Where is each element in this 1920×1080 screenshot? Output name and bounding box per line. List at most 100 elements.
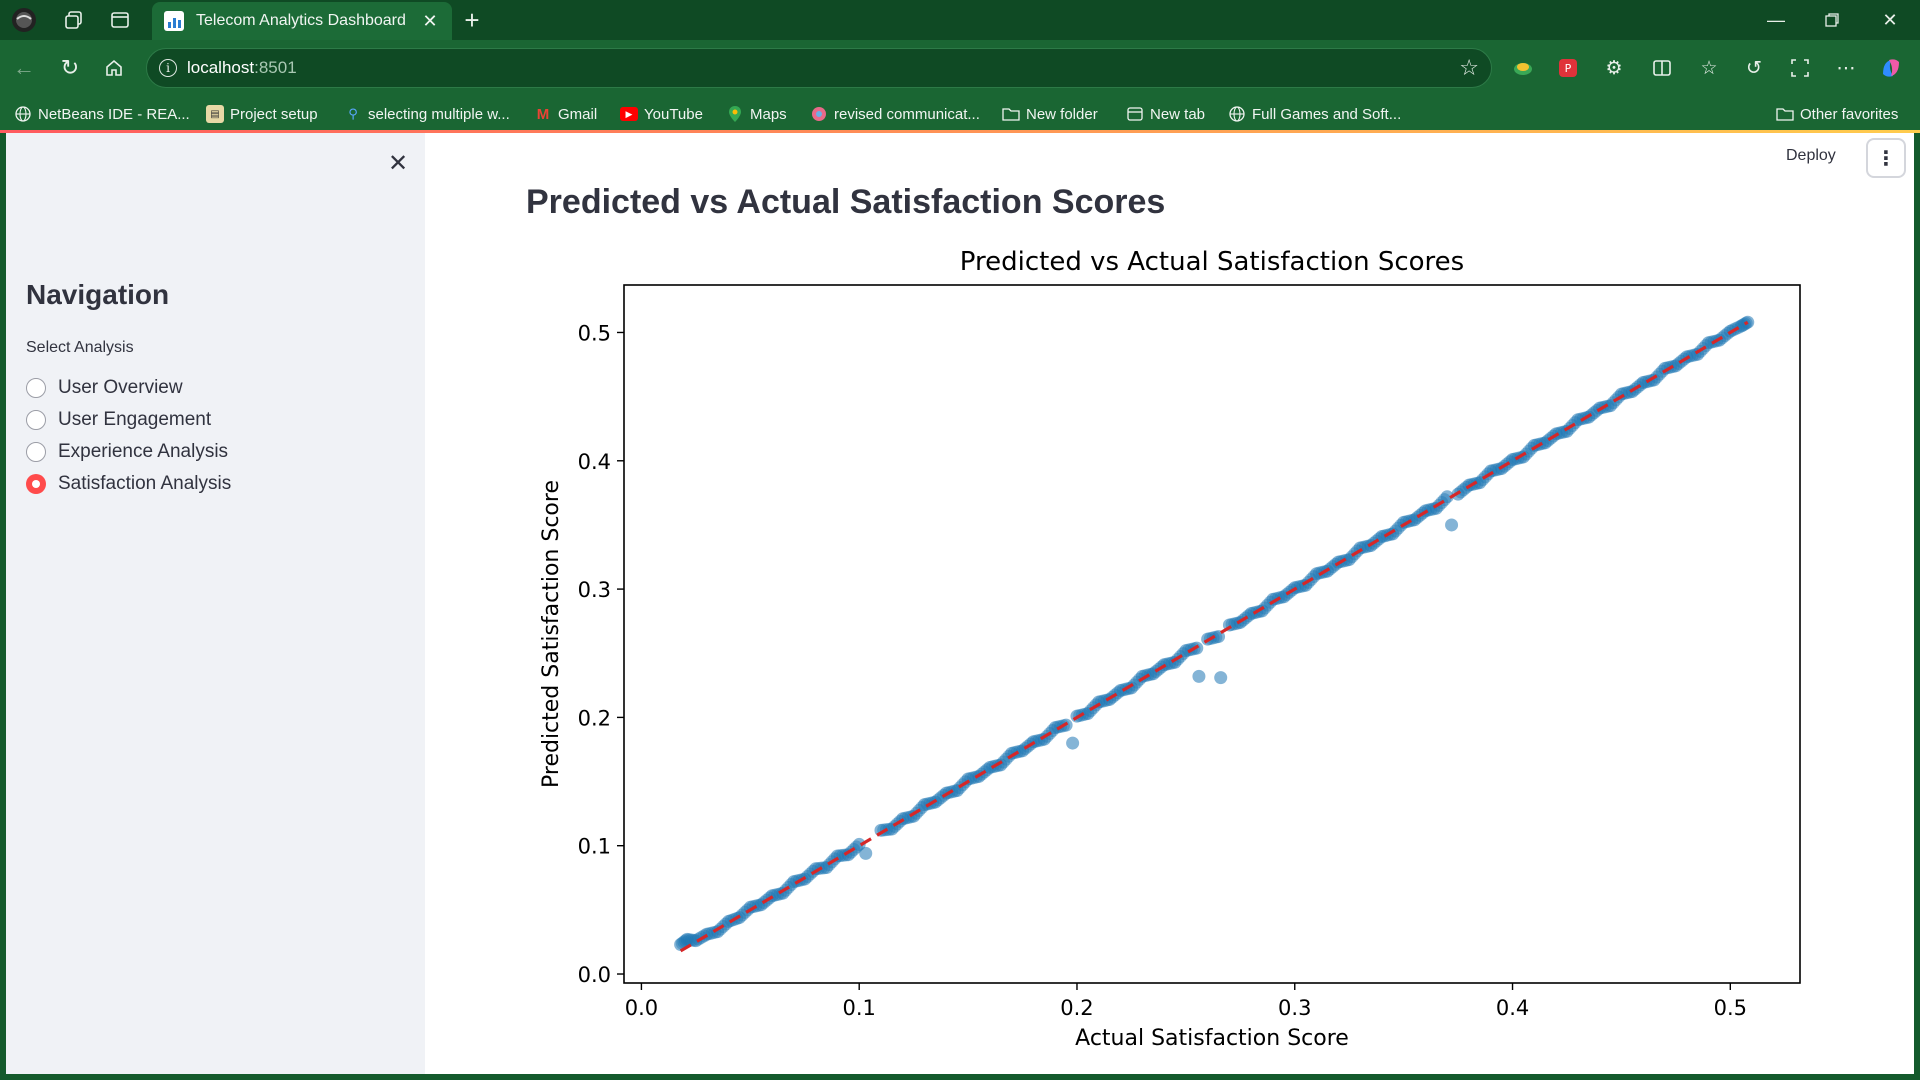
data-point <box>1527 438 1541 452</box>
bookmark-full-games[interactable]: Full Games and Soft... <box>1228 103 1401 125</box>
address-bar[interactable]: i localhost:8501 ☆ <box>146 48 1492 88</box>
close-sidebar-icon[interactable]: ✕ <box>387 149 409 177</box>
bookmark-new-folder[interactable]: New folder <box>1002 103 1098 125</box>
data-point <box>1669 359 1683 373</box>
x-axis-label: Actual Satisfaction Score <box>1075 1026 1349 1051</box>
bookmark-netbeans[interactable]: NetBeans IDE - REA... <box>14 103 190 125</box>
history-icon[interactable]: ↺ <box>1746 57 1762 79</box>
bookmark-other-favorites[interactable]: Other favorites <box>1776 103 1898 125</box>
site-info-icon[interactable]: i <box>159 59 177 77</box>
web-icon <box>810 105 828 123</box>
reference-line <box>679 320 1749 953</box>
bookmark-label: Gmail <box>558 105 598 123</box>
extensions-puzzle-icon[interactable]: ⚙ <box>1605 57 1623 79</box>
favorites-icon[interactable]: ☆ <box>1700 57 1718 79</box>
streamlit-app: ✕ Navigation Select Analysis User Overvi… <box>6 133 1914 1074</box>
page-title: Predicted vs Actual Satisfaction Scores <box>526 183 1166 221</box>
screenshot-icon[interactable] <box>1785 53 1815 83</box>
y-tick-label: 0.1 <box>578 835 611 859</box>
radio-experience-analysis[interactable]: Experience Analysis <box>26 439 228 465</box>
radio-user-engagement[interactable]: User Engagement <box>26 407 211 433</box>
y-axis-label: Predicted Satisfaction Score <box>539 480 564 788</box>
radio-label: Satisfaction Analysis <box>58 473 232 494</box>
data-point <box>722 914 736 928</box>
more-menu-icon[interactable]: ⋯ <box>1836 57 1856 79</box>
data-point <box>1445 518 1459 532</box>
chart-favicon-icon <box>164 11 184 31</box>
bookmark-label: Maps <box>750 105 787 123</box>
bookmark-label: YouTube <box>644 105 703 123</box>
x-tick-label: 0.3 <box>1278 996 1311 1020</box>
data-point <box>852 837 866 851</box>
copilot-icon[interactable] <box>1876 53 1906 83</box>
maps-icon <box>726 105 744 123</box>
extension-chameleon-icon[interactable] <box>1508 53 1538 83</box>
radio-selected-icon[interactable] <box>26 474 46 494</box>
bookmark-maps[interactable]: Maps <box>726 103 787 125</box>
data-point-fill <box>1258 601 1272 615</box>
close-tab-icon[interactable]: ✕ <box>422 10 438 31</box>
x-tick-label: 0.1 <box>842 996 875 1020</box>
radio-circle-icon[interactable] <box>26 442 46 462</box>
sidebar-heading: Navigation <box>26 279 170 310</box>
minimize-icon[interactable]: — <box>1767 9 1785 30</box>
deploy-button[interactable]: Deploy <box>1786 147 1836 164</box>
radio-circle-icon[interactable] <box>26 410 46 430</box>
data-point <box>787 875 801 889</box>
browser-tab-bar: Telecom Analytics Dashboard ✕ + — ✕ <box>0 0 1920 40</box>
bookmark-label: New folder <box>1026 105 1098 123</box>
gmail-icon: M <box>536 105 550 123</box>
data-point <box>994 758 1008 772</box>
data-point-fill <box>996 755 1010 769</box>
chart-title: Predicted vs Actual Satisfaction Scores <box>960 247 1464 277</box>
radio-circle-icon[interactable] <box>26 378 46 398</box>
y-tick-label: 0.2 <box>578 706 611 730</box>
split-screen-icon[interactable] <box>1647 53 1677 83</box>
bookmark-revised-communication[interactable]: revised communicat... <box>810 103 980 125</box>
new-tab-icon[interactable]: + <box>464 4 480 35</box>
bookmark-youtube[interactable]: ▶ YouTube <box>620 103 703 125</box>
globe-icon <box>1228 105 1246 123</box>
radio-user-overview[interactable]: User Overview <box>26 375 183 401</box>
data-point <box>1375 529 1389 543</box>
bookmarks-bar: NetBeans IDE - REA... ▤ Project setup ⚲ se… <box>0 96 1920 132</box>
data-point <box>1647 373 1661 387</box>
favorite-star-icon[interactable]: ☆ <box>1459 55 1479 80</box>
home-icon[interactable] <box>98 52 130 84</box>
bookmark-project-setup[interactable]: ▤ Project setup <box>206 103 318 125</box>
tab-actions-icon[interactable] <box>104 4 136 36</box>
extension-red-icon[interactable]: P <box>1553 53 1583 83</box>
data-point <box>918 798 932 812</box>
data-point-fill <box>1388 524 1402 538</box>
data-point <box>859 846 873 860</box>
data-point <box>1244 606 1258 620</box>
bookmark-label: Full Games and Soft... <box>1252 105 1402 123</box>
y-tick-label: 0.0 <box>578 963 611 987</box>
data-point <box>1571 413 1585 427</box>
x-tick-label: 0.5 <box>1714 996 1747 1020</box>
youtube-icon: ▶ <box>620 107 638 121</box>
tab-telecom-dashboard[interactable]: Telecom Analytics Dashboard ✕ <box>152 2 452 40</box>
workspaces-icon[interactable] <box>58 4 90 36</box>
bookmark-label: revised communicat... <box>834 105 980 123</box>
bookmark-gmail[interactable]: M Gmail <box>534 103 597 125</box>
browser-toolbar: ← ↻ i localhost:8501 ☆ P ⚙ ☆ ↺ ⋯ <box>0 40 1920 96</box>
radio-label: User Overview <box>58 377 183 398</box>
radio-label: User Engagement <box>58 409 212 430</box>
reload-icon[interactable]: ↻ <box>60 55 80 80</box>
data-point <box>1255 604 1269 618</box>
back-icon[interactable]: ← <box>13 55 35 80</box>
other-favorites-label: Other favorites <box>1800 105 1899 123</box>
bookmark-selecting-multiple[interactable]: ⚲ selecting multiple w... <box>344 103 510 125</box>
profile-avatar-icon[interactable] <box>8 4 40 36</box>
bookmark-label: Project setup <box>230 105 318 123</box>
data-point <box>1066 736 1080 750</box>
select-analysis-label: Select Analysis <box>26 339 134 356</box>
close-window-icon[interactable]: ✕ <box>1882 9 1898 30</box>
restore-icon[interactable] <box>1804 0 1860 40</box>
sidebar: ✕ Navigation Select Analysis User Overvi… <box>6 133 425 1074</box>
bookmark-new-tab[interactable]: New tab <box>1126 103 1205 125</box>
data-point-fill <box>1127 678 1141 692</box>
radio-satisfaction-analysis[interactable]: Satisfaction Analysis <box>26 471 231 497</box>
main-menu-icon[interactable]: ⋮ <box>1866 138 1906 178</box>
